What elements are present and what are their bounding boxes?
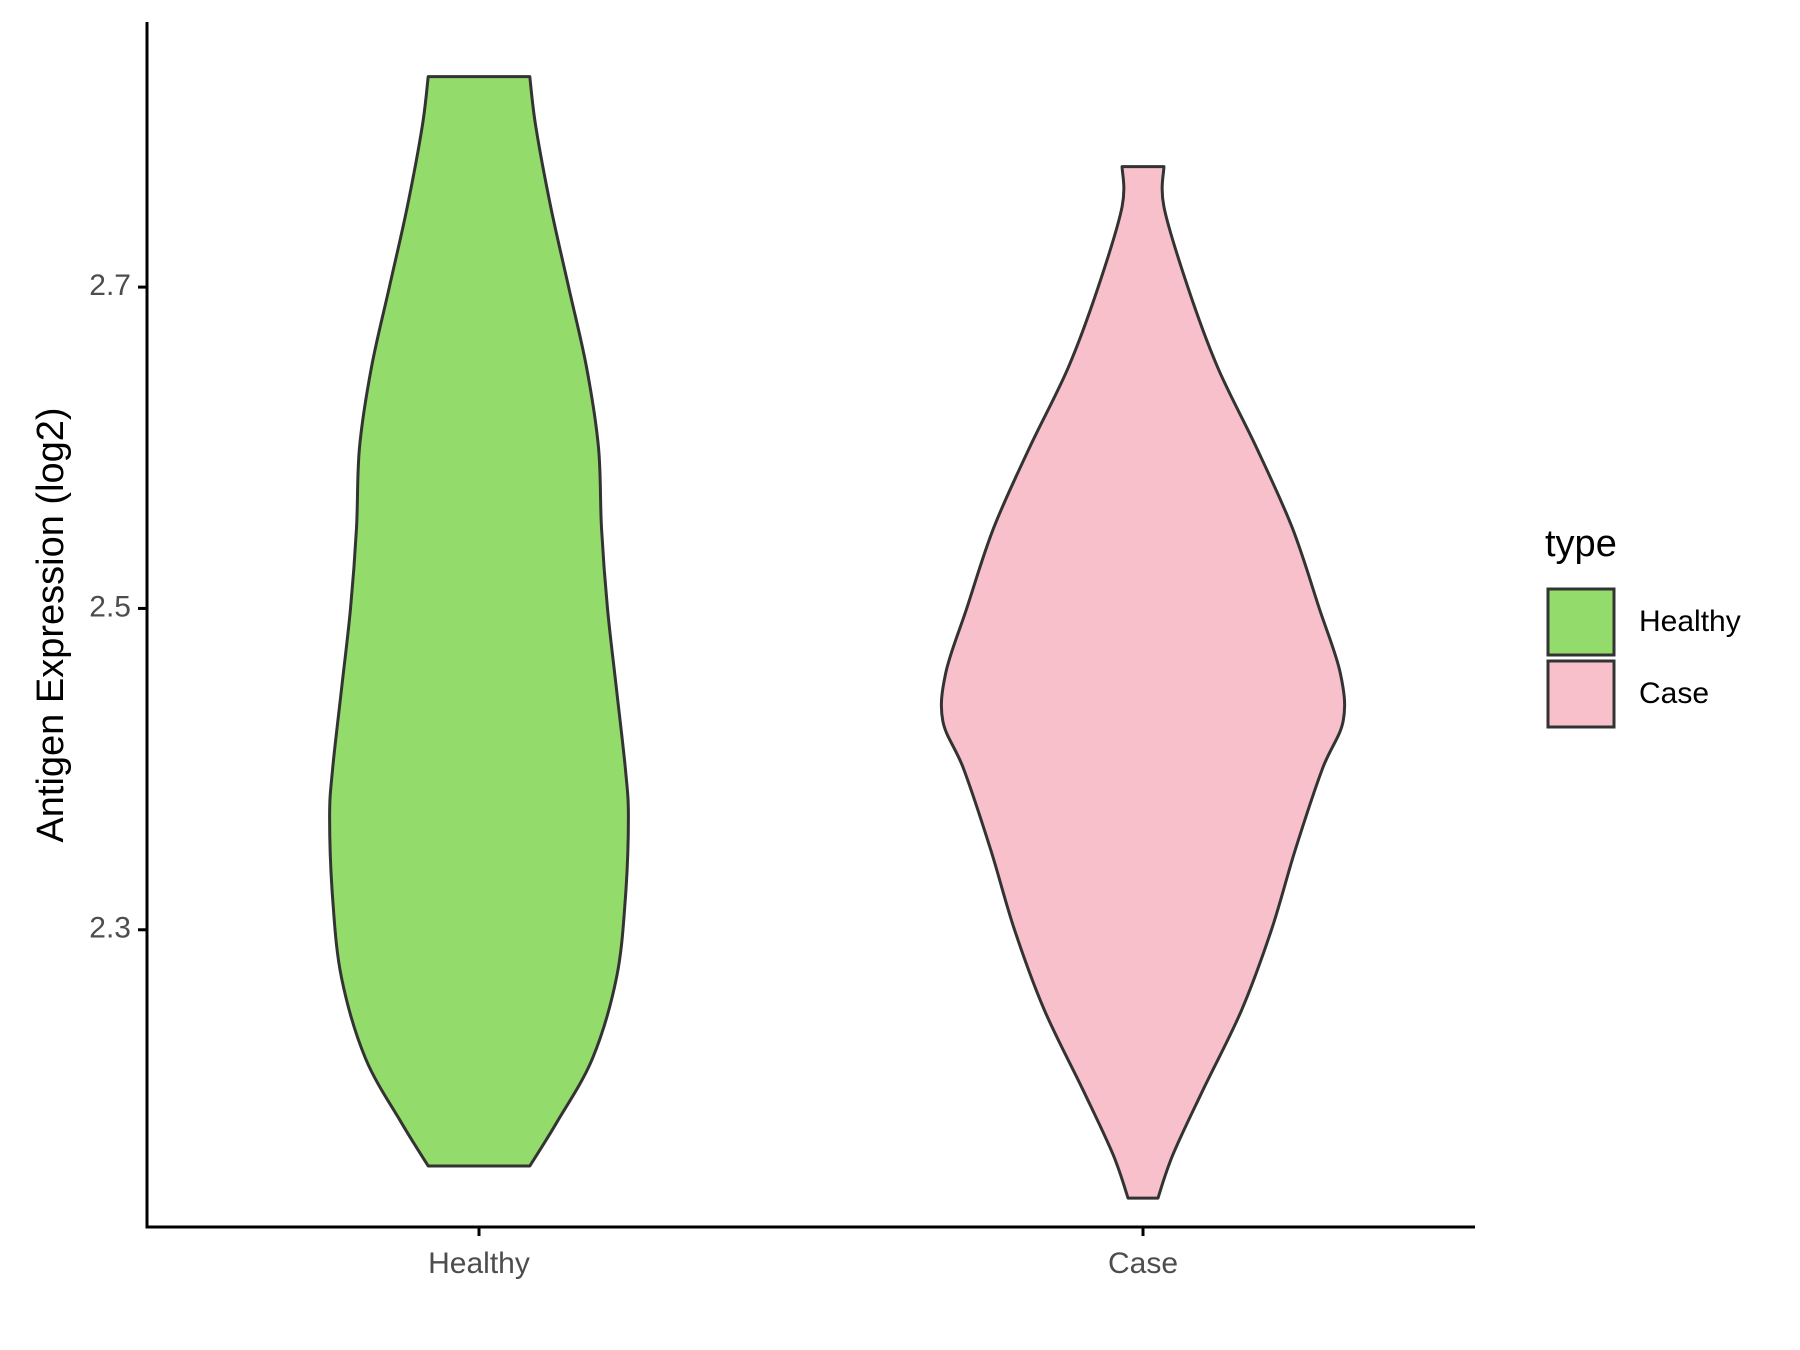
violin-healthy xyxy=(328,75,630,1168)
y-tick-label: 2.7 xyxy=(89,269,131,302)
violin-case xyxy=(939,165,1347,1200)
legend-label-healthy: Healthy xyxy=(1639,605,1741,638)
legend-label-case: Case xyxy=(1639,677,1709,710)
violins xyxy=(328,75,1347,1200)
legend-key-healthy xyxy=(1546,587,1616,657)
y-ticks: 2.3 2.5 2.7 xyxy=(89,269,147,945)
x-tick-label-case: Case xyxy=(1108,1247,1178,1280)
y-tick-label: 2.5 xyxy=(89,590,131,623)
legend: type Healthy Case xyxy=(1545,523,1741,729)
legend-key-case xyxy=(1546,659,1616,729)
x-ticks: Healthy Case xyxy=(428,1227,1178,1280)
y-tick-label: 2.3 xyxy=(89,912,131,945)
y-axis-title: Antigen Expression (log2) xyxy=(30,407,72,842)
x-tick-label-healthy: Healthy xyxy=(428,1247,530,1280)
legend-title: type xyxy=(1545,523,1617,565)
